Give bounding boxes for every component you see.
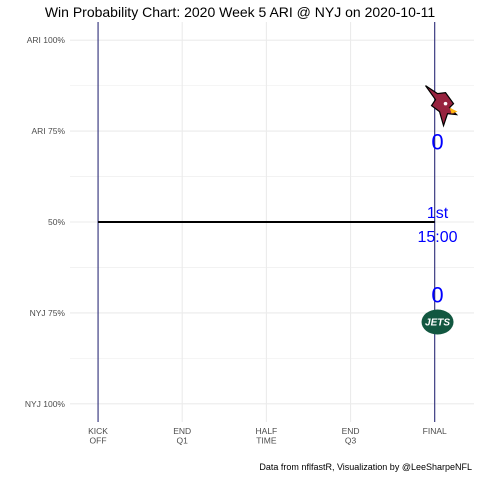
chart-caption: Data from nflfastR, Visualization by @Le… xyxy=(259,462,472,472)
y-tick-label: ARI 100% xyxy=(27,35,66,45)
x-tick-label: Q1 xyxy=(177,436,189,446)
away-score: 0 xyxy=(431,129,443,154)
home-score: 0 xyxy=(431,283,443,308)
x-tick-label: TIME xyxy=(256,436,277,446)
x-tick-label: OFF xyxy=(90,436,107,446)
chart-title: Win Probability Chart: 2020 Week 5 ARI @… xyxy=(44,4,436,20)
x-tick-label: END xyxy=(342,426,360,436)
arizona-cardinals-logo xyxy=(425,85,459,128)
x-tick-label: KICK xyxy=(88,426,108,436)
game-clock: 15:00 xyxy=(418,229,458,246)
x-tick-label: FINAL xyxy=(423,426,447,436)
jets-logo-text: JETS xyxy=(425,318,450,329)
y-tick-label: NYJ 100% xyxy=(25,399,66,409)
x-tick-label: HALF xyxy=(256,426,278,436)
new-york-jets-logo: JETS xyxy=(421,309,454,335)
x-tick-label: END xyxy=(173,426,191,436)
y-tick-label: ARI 75% xyxy=(31,126,65,136)
x-tick-label: Q3 xyxy=(345,436,357,446)
game-quarter: 1st xyxy=(427,205,449,222)
y-tick-label: 50% xyxy=(48,217,65,227)
y-tick-label: NYJ 75% xyxy=(30,308,66,318)
